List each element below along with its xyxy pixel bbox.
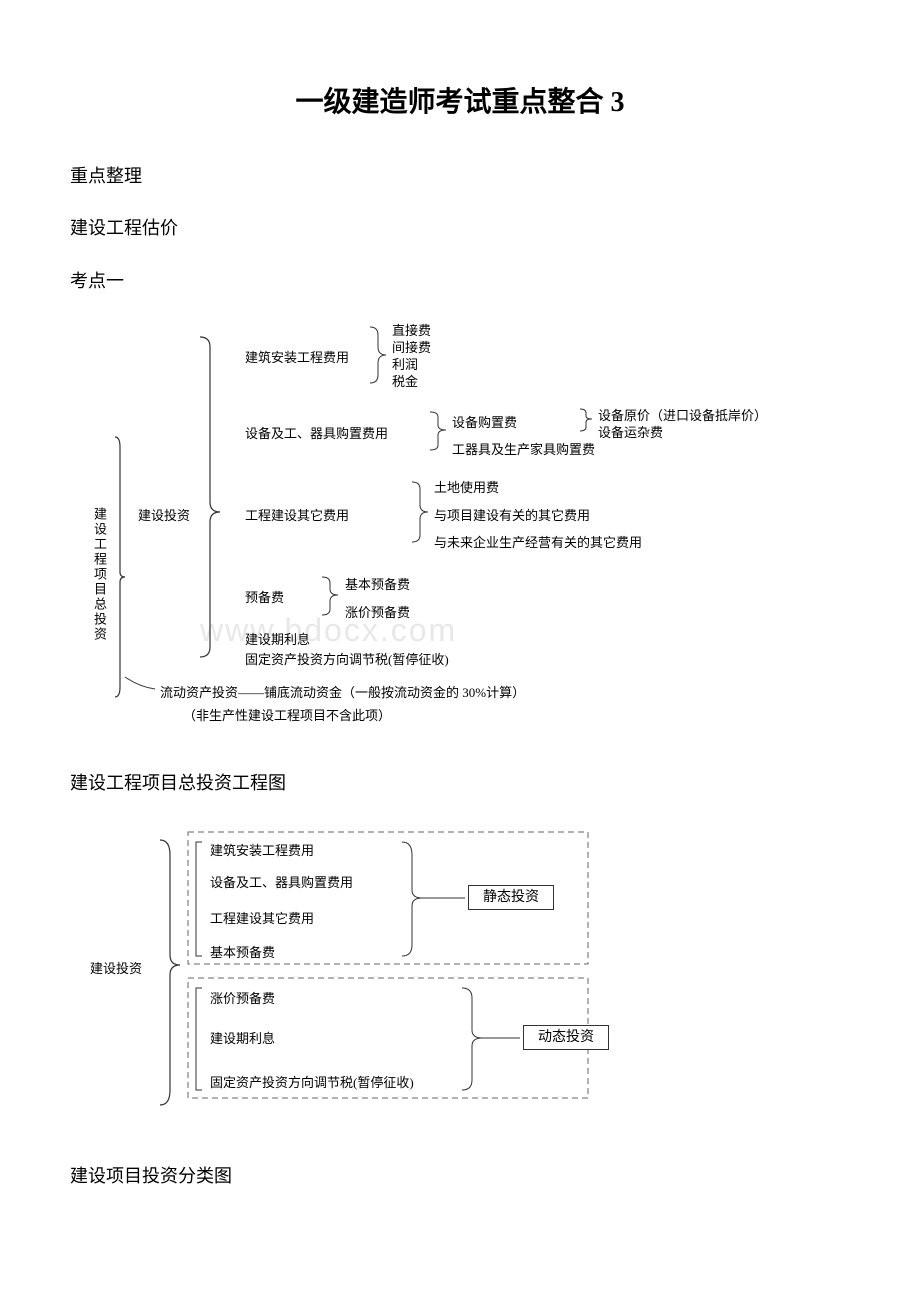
d2-static-i1: 设备及工、器具购置费用 bbox=[210, 872, 353, 891]
d1-c1: 建筑安装工程费用 bbox=[245, 347, 349, 366]
d1-c3-i1: 与项目建设有关的其它费用 bbox=[434, 505, 590, 524]
d1-c4-i0: 基本预备费 bbox=[345, 574, 410, 593]
d1-branch2: 流动资产投资——铺底流动资金（一般按流动资金的 30%计算） bbox=[160, 682, 525, 701]
d2-static-i2: 工程建设其它费用 bbox=[210, 908, 314, 927]
d1-c5: 建设期利息 bbox=[245, 629, 310, 648]
d2-static-label: 静态投资 bbox=[468, 886, 554, 906]
diagram-investment-classification: 建设投资 建筑安装工程费用 设备及工、器具购置费用 工程建设其它费用 基本预备费… bbox=[70, 820, 850, 1120]
d1-c3: 工程建设其它费用 bbox=[245, 505, 349, 524]
d1-c1-i3: 税金 bbox=[392, 371, 418, 390]
d1-c2-sub1-i1: 设备运杂费 bbox=[598, 422, 663, 441]
section-5: 建设项目投资分类图 bbox=[70, 1160, 850, 1192]
section-4: 建设工程项目总投资工程图 bbox=[70, 767, 850, 799]
diagram2-svg bbox=[70, 820, 850, 1120]
d2-dyn-i1: 建设期利息 bbox=[210, 1028, 275, 1047]
d1-c2: 设备及工、器具购置费用 bbox=[245, 423, 388, 442]
d1-branch2-note: （非生产性建设工程项目不含此项） bbox=[183, 705, 391, 724]
diagram-total-investment: www.bdocx.com 建设工程项目总投资 建设投资 建筑安装工程费用 直接… bbox=[70, 317, 850, 737]
d1-c6: 固定资产投资方向调节税(暂停征收) bbox=[245, 649, 449, 668]
d1-c2-sub2: 工器具及生产家具购置费 bbox=[452, 439, 595, 458]
d1-branch1: 建设投资 bbox=[138, 505, 190, 524]
d1-c3-i2: 与未来企业生产经营有关的其它费用 bbox=[434, 532, 642, 551]
d1-c2-sub1: 设备购置费 bbox=[452, 412, 517, 431]
d1-root: 建设工程项目总投资 bbox=[90, 507, 109, 642]
d2-static-i0: 建筑安装工程费用 bbox=[210, 840, 314, 859]
d2-dyn-i0: 涨价预备费 bbox=[210, 988, 275, 1007]
d2-static-i3: 基本预备费 bbox=[210, 942, 275, 961]
diagram1-svg bbox=[70, 317, 850, 737]
d1-c4: 预备费 bbox=[245, 587, 284, 606]
section-3: 考点一 bbox=[70, 265, 850, 297]
d2-dyn-i2: 固定资产投资方向调节税(暂停征收) bbox=[210, 1072, 414, 1091]
section-2: 建设工程估价 bbox=[70, 212, 850, 244]
d2-root: 建设投资 bbox=[90, 958, 142, 977]
d2-dynamic-label: 动态投资 bbox=[523, 1026, 609, 1046]
d1-c4-i1: 涨价预备费 bbox=[345, 602, 410, 621]
d1-c3-i0: 土地使用费 bbox=[434, 477, 499, 496]
page-title: 一级建造师考试重点整合 3 bbox=[70, 80, 850, 120]
section-1: 重点整理 bbox=[70, 160, 850, 192]
